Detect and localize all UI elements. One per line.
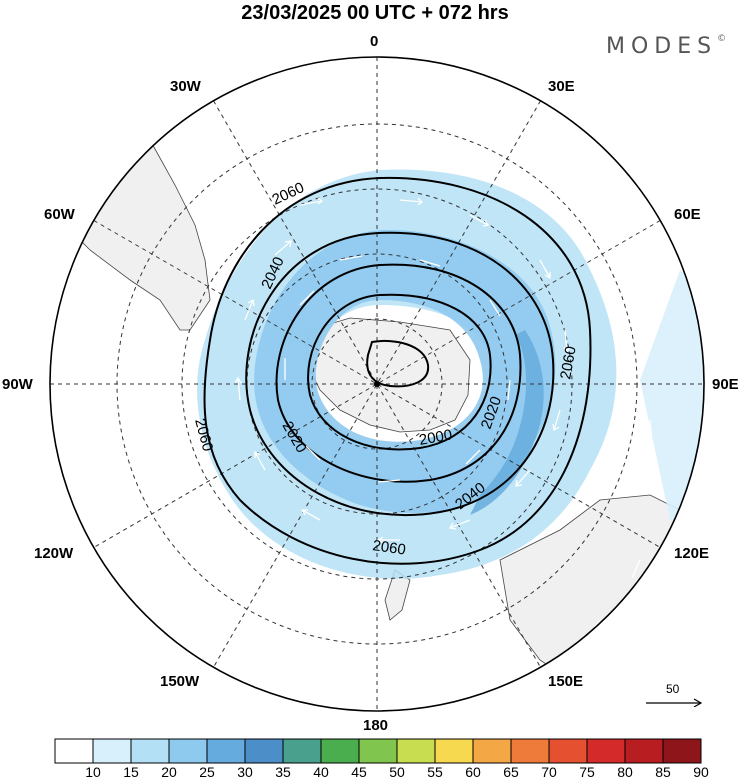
reference-vector-arrow [646, 698, 703, 707]
colorbar-segment [434, 738, 474, 764]
lon-label-60e: 60E [674, 206, 701, 223]
colorbar-segment [168, 738, 208, 764]
contour-2040 [245, 231, 555, 517]
contour-inner-low [366, 339, 430, 388]
brand-logo: MODES© [606, 34, 726, 59]
colorbar-tick-label: 35 [275, 764, 291, 780]
colorbar-tick-label: 20 [161, 764, 177, 780]
brand-copyright: © [717, 34, 727, 44]
reference-vector-label: 50 [666, 682, 680, 696]
height-contours [203, 176, 592, 565]
lon-label-30w: 30W [170, 78, 201, 95]
colorbar-segment [54, 738, 94, 764]
colorbar-segment [206, 738, 246, 764]
contour-2000 [307, 293, 492, 451]
colorbar-tick-label: 15 [123, 764, 139, 780]
colorbar-segment [548, 738, 588, 764]
colorbar-tick-label: 50 [389, 764, 405, 780]
lon-label-120w: 120W [34, 545, 74, 562]
colorbar-tick-label: 55 [427, 764, 443, 780]
colorbar-tick-label: 40 [313, 764, 329, 780]
africa-land [439, 59, 704, 201]
colorbar-tick-label: 10 [85, 764, 101, 780]
contour-2060 [203, 176, 592, 565]
contour-2020 [275, 263, 522, 483]
contour-label: 2000 [418, 426, 454, 449]
lon-label-180: 180 [363, 717, 389, 734]
colorbar-segment [662, 738, 702, 764]
lon-label-90e: 90E [712, 376, 739, 393]
shading-outer-15 [640, 270, 704, 520]
shading-20-25 [254, 229, 556, 513]
colorbar-tick-label: 45 [351, 764, 367, 780]
colorbar-tick-label: 70 [541, 764, 557, 780]
colorbar-tick-label: 60 [465, 764, 481, 780]
colorbar-segment [358, 738, 398, 764]
lon-label-120e: 120E [674, 545, 710, 562]
south-america-land [50, 119, 211, 331]
map-boundary [49, 56, 705, 712]
colorbar-segment [624, 738, 664, 764]
colorbar-segment [282, 738, 322, 764]
brand-name: MODES [606, 34, 718, 59]
colorbar-tick-label: 80 [617, 764, 633, 780]
south-pole-marker [374, 381, 380, 387]
lon-label-90w: 90W [2, 376, 33, 393]
antarctica-land [304, 317, 471, 433]
colorbar-tick-label: 75 [579, 764, 595, 780]
colorbar-tick-label: 90 [693, 764, 709, 780]
colorbar-segment [130, 738, 170, 764]
lon-label-30e: 30E [548, 78, 575, 95]
shading-25-30 [470, 330, 544, 515]
colorbar-segment [244, 738, 284, 764]
colorbar-segment [92, 738, 132, 764]
contour-label: 2060 [557, 345, 580, 381]
contour-label: 2060 [371, 537, 406, 558]
colorbar-tick-label: 65 [503, 764, 519, 780]
colorbar-tick-label: 85 [655, 764, 671, 780]
lon-label-150w: 150W [160, 673, 200, 690]
colorbar-tick-label: 30 [237, 764, 253, 780]
colorbar-segment [320, 738, 360, 764]
colorbar [54, 738, 702, 764]
lon-label-0: 0 [370, 33, 379, 50]
colorbar-segment [472, 738, 512, 764]
colorbar-segment [510, 738, 550, 764]
colorbar-tick-label: 25 [199, 764, 215, 780]
map-title: 23/03/2025 00 UTC + 072 hrs [241, 2, 509, 24]
colorbar-segment [586, 738, 626, 764]
colorbar-segment [396, 738, 436, 764]
lon-label-60w: 60W [44, 206, 75, 223]
graticule [50, 57, 704, 711]
lon-label-150e: 150E [548, 673, 584, 690]
